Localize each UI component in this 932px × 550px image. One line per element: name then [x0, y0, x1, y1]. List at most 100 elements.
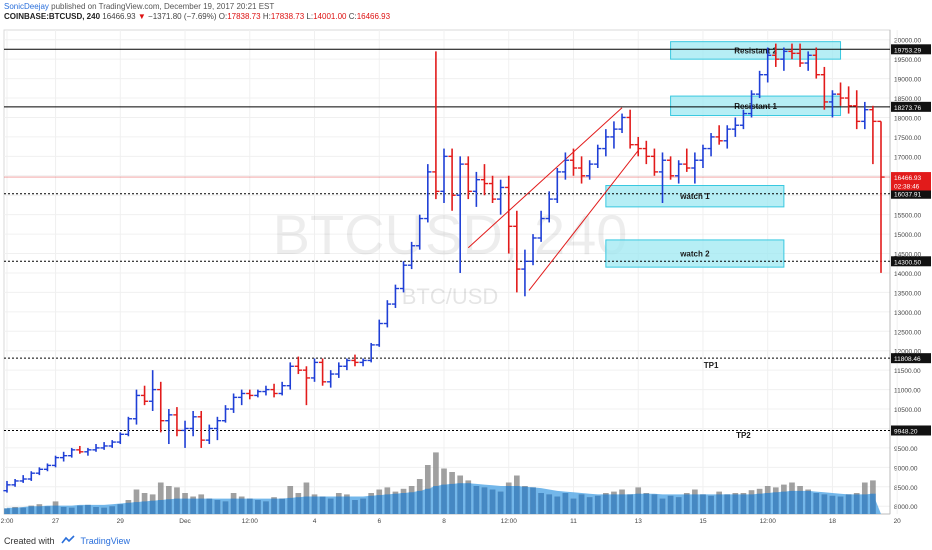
volume-bar-overlap	[368, 495, 374, 514]
zone-box	[605, 239, 785, 268]
x-tick-label: 2:00	[1, 518, 14, 525]
volume-bar-overlap	[376, 495, 383, 514]
y-tick-label: 13000.00	[894, 310, 921, 317]
volume-bar-overlap	[335, 496, 342, 514]
price-change: −1371.80 (−7.69%)	[148, 12, 217, 21]
zone-box	[670, 95, 842, 117]
volume-bar-overlap	[603, 494, 609, 514]
volume-bar	[133, 489, 140, 514]
volume-bar-overlap	[20, 507, 27, 514]
volume-bar-overlap	[538, 493, 544, 514]
volume-bar-overlap	[570, 498, 577, 514]
x-tick-label: 8	[442, 518, 446, 525]
y-tick-label: 19500.00	[894, 57, 921, 64]
close-value: 16466.93	[356, 12, 391, 21]
last-price: 16466.93	[102, 12, 136, 21]
volume-bar	[157, 482, 164, 514]
y-tick-label: 8000.00	[894, 504, 918, 511]
volume-bar-overlap	[457, 483, 464, 514]
volume-bar-overlap	[821, 494, 828, 514]
volume-bar-overlap	[157, 500, 164, 514]
volume-bar-overlap	[594, 495, 601, 514]
volume-bar-overlap	[206, 498, 213, 514]
volume-bar-overlap	[93, 507, 99, 514]
y-tick-label: 15000.00	[894, 232, 921, 239]
y-tick-label: 19000.00	[894, 77, 921, 84]
volume-bar-overlap	[514, 486, 520, 514]
low-value: 14001.00	[313, 12, 347, 21]
zone-label: watch 2	[679, 250, 710, 259]
x-tick-label: 20	[894, 518, 902, 525]
publisher-name[interactable]: SonicDeejay	[4, 2, 49, 11]
price-level-value: 19753.29	[894, 47, 921, 54]
volume-bar-overlap	[214, 500, 221, 514]
target-label: TP1	[704, 361, 719, 370]
volume-bar-overlap	[700, 494, 706, 514]
y-tick-label: 12000.00	[894, 349, 921, 356]
volume-bar-overlap	[772, 492, 779, 514]
countdown-tag	[891, 180, 931, 191]
publish-info: published on TradingView.com, December 1…	[51, 2, 275, 11]
down-arrow-icon: ▼	[137, 12, 146, 21]
volume-bar-overlap	[797, 490, 803, 514]
volume-bar-overlap	[52, 505, 59, 514]
zone-box	[605, 185, 785, 208]
volume-bar-overlap	[789, 490, 795, 514]
volume-bar-overlap	[125, 502, 132, 514]
volume-bar-overlap	[222, 501, 229, 514]
x-tick-label: 15	[699, 518, 707, 525]
price-level-tag	[891, 353, 931, 364]
wedge-lower-line	[528, 150, 639, 291]
y-tick-label: 20000.00	[894, 38, 921, 45]
high-label: H:	[262, 12, 271, 21]
symbol-label: COINBASE:BTCUSD, 240	[4, 12, 101, 21]
price-level-value: 14300.50	[894, 259, 921, 266]
x-tick-label: 6	[377, 518, 381, 525]
volume-bar-overlap	[497, 491, 504, 514]
wedge-upper-line	[467, 107, 623, 249]
volume-bar-overlap	[667, 495, 674, 514]
zone-label: Resistant 2	[734, 46, 777, 55]
volume-bar-overlap	[12, 507, 18, 514]
x-tick-label: 4	[313, 518, 317, 525]
volume-bar-overlap	[255, 500, 261, 514]
y-tick-label: 13500.00	[894, 290, 921, 297]
y-tick-label: 15500.00	[894, 213, 921, 220]
volume-bar-overlap	[627, 494, 633, 514]
volume-bar-overlap	[473, 486, 480, 514]
volume-bar-overlap	[635, 493, 642, 514]
volume-bar-overlap	[870, 493, 876, 514]
volume-bar-overlap	[352, 500, 358, 514]
tradingview-brand[interactable]: TradingView	[80, 535, 131, 546]
volume-bar-overlap	[85, 504, 91, 514]
x-tick-label: 12:00	[760, 518, 777, 525]
x-tick-label: 27	[52, 518, 60, 525]
volume-bar-overlap	[68, 507, 75, 514]
price-level-value: 9948.20	[894, 428, 918, 435]
price-level-value: 18273.76	[894, 105, 921, 112]
y-tick-label: 18000.00	[894, 115, 921, 122]
open-value: 17838.73	[227, 12, 261, 21]
y-tick-label: 12500.00	[894, 329, 921, 336]
y-tick-label: 17500.00	[894, 135, 921, 142]
zone-label: Resistant 1	[734, 102, 777, 111]
volume-bar-overlap	[611, 494, 617, 514]
volume-bar-overlap	[813, 493, 820, 514]
volume-bar-overlap	[166, 499, 172, 514]
volume-bar-overlap	[465, 483, 472, 514]
volume-bar-overlap	[433, 486, 439, 514]
volume-bar-overlap	[756, 493, 763, 514]
volume-bar-overlap	[149, 500, 156, 514]
low-label: L:	[306, 12, 314, 21]
volume-bar-overlap	[692, 494, 698, 514]
last-price-tag	[891, 172, 931, 183]
x-tick-label: Dec	[179, 518, 191, 525]
volume-bar-overlap	[141, 501, 148, 514]
volume-bar-overlap	[174, 498, 180, 514]
volume-bar-overlap	[643, 493, 650, 514]
volume-bar-overlap	[829, 495, 836, 514]
volume-bar-overlap	[384, 494, 391, 514]
volume-bar-overlap	[675, 497, 682, 514]
x-tick-label: 12:00	[501, 518, 518, 525]
